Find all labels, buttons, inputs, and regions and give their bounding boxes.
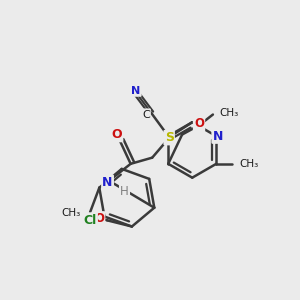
Text: CH₃: CH₃ xyxy=(219,108,238,118)
Text: O: O xyxy=(194,117,204,130)
Text: Cl: Cl xyxy=(83,214,97,226)
Text: O: O xyxy=(94,212,104,225)
Text: CH₃: CH₃ xyxy=(62,208,81,218)
Text: N: N xyxy=(213,130,223,142)
Text: S: S xyxy=(165,131,174,144)
Text: N: N xyxy=(102,176,113,189)
Text: O: O xyxy=(112,128,122,141)
Text: C: C xyxy=(142,110,150,119)
Text: N: N xyxy=(131,86,140,96)
Text: H: H xyxy=(120,185,129,198)
Text: CH₃: CH₃ xyxy=(239,159,259,169)
